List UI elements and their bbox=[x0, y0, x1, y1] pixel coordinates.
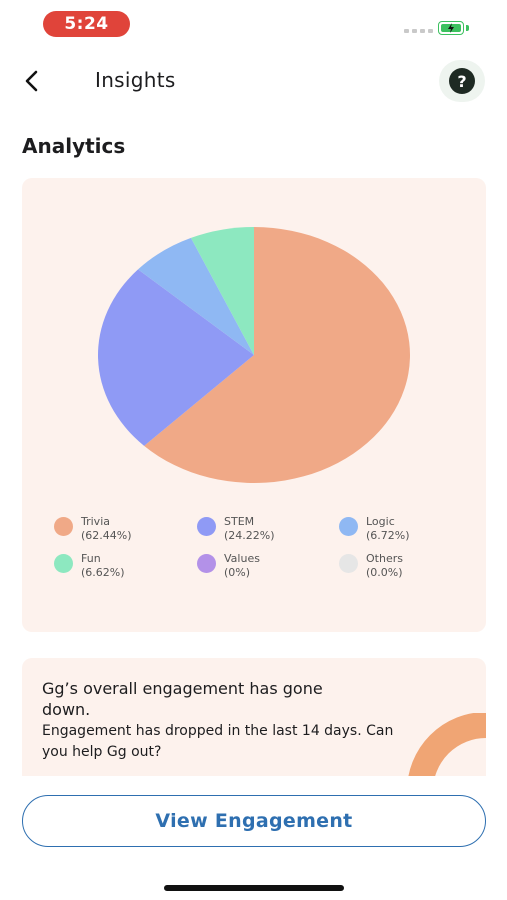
legend-swatch bbox=[197, 554, 216, 573]
legend-swatch bbox=[54, 517, 73, 536]
legend-item-trivia: Trivia (62.44%) bbox=[54, 515, 132, 543]
legend-label: Others bbox=[366, 552, 403, 565]
legend-item-stem: STEM (24.22%) bbox=[197, 515, 275, 543]
pie-slice-fun bbox=[190, 227, 254, 355]
pie-slice-trivia bbox=[144, 227, 410, 483]
legend-swatch bbox=[54, 554, 73, 573]
engagement-title: Gg’s overall engagement has gone down. bbox=[42, 679, 323, 719]
engagement-card[interactable]: Gg’s overall engagement has gone down. E… bbox=[22, 658, 486, 776]
legend-item-others: Others (0.0%) bbox=[339, 552, 403, 580]
legend-label: STEM bbox=[224, 515, 255, 528]
battery-cap bbox=[466, 25, 469, 31]
legend-value: (0%) bbox=[224, 566, 251, 579]
legend-label: Logic bbox=[366, 515, 395, 528]
signal-icon bbox=[404, 29, 433, 33]
legend-label: Values bbox=[224, 552, 260, 565]
legend-item-values: Values (0%) bbox=[197, 552, 260, 580]
pie-slice-stem bbox=[97, 269, 254, 446]
status-time: 5:24 bbox=[43, 11, 130, 37]
back-button[interactable] bbox=[16, 66, 46, 96]
help-button[interactable]: ? bbox=[439, 60, 485, 102]
analytics-card: Trivia (62.44%) STEM (24.22%) Logic (6.72%) Fu… bbox=[22, 178, 486, 632]
decorative-arc bbox=[408, 713, 486, 776]
pie-slice-logic bbox=[138, 237, 254, 355]
engagement-body: Engagement has dropped in the last 14 da… bbox=[42, 723, 394, 760]
legend-value: (0.0%) bbox=[366, 566, 403, 579]
page-title: Insights bbox=[95, 68, 176, 92]
legend-label: Trivia bbox=[81, 515, 110, 528]
pie-chart bbox=[97, 227, 410, 483]
legend-label: Fun bbox=[81, 552, 101, 565]
legend-swatch bbox=[339, 554, 358, 573]
help-icon: ? bbox=[449, 68, 475, 94]
legend-value: (62.44%) bbox=[81, 529, 132, 542]
battery-icon bbox=[438, 21, 464, 35]
legend-item-logic: Logic (6.72%) bbox=[339, 515, 410, 543]
legend-value: (6.62%) bbox=[81, 566, 125, 579]
legend-value: (6.72%) bbox=[366, 529, 410, 542]
chevron-left-icon bbox=[25, 70, 38, 92]
legend-swatch bbox=[339, 517, 358, 536]
home-indicator bbox=[164, 885, 344, 891]
legend-swatch bbox=[197, 517, 216, 536]
legend-value: (24.22%) bbox=[224, 529, 275, 542]
legend-item-fun: Fun (6.62%) bbox=[54, 552, 125, 580]
view-engagement-button[interactable]: View Engagement bbox=[22, 795, 486, 847]
section-title: Analytics bbox=[22, 134, 126, 158]
